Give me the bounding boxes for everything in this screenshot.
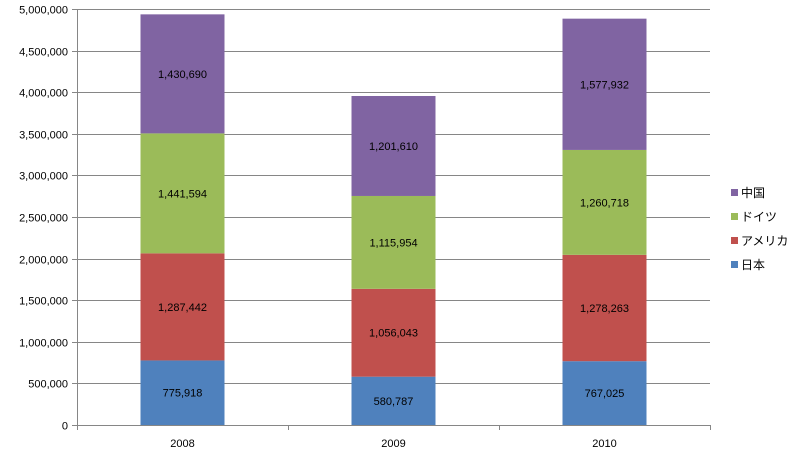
y-tick-label: 1,500,000 <box>19 296 68 308</box>
legend-swatch <box>731 261 738 268</box>
data-label: 580,787 <box>374 396 414 408</box>
legend-label: 中国 <box>741 185 765 200</box>
data-label: 1,287,442 <box>158 302 207 314</box>
bar-segment <box>351 288 436 377</box>
bar-segment <box>140 253 225 361</box>
y-tick-label: 500,000 <box>28 379 68 391</box>
data-label: 1,056,043 <box>369 328 418 340</box>
data-label: 767,025 <box>585 388 625 400</box>
bars <box>140 14 647 425</box>
data-label: 1,441,594 <box>158 188 207 200</box>
bar-segment <box>140 133 225 254</box>
y-tick-label: 5,000,000 <box>19 5 68 17</box>
legend-label: 日本 <box>741 258 765 272</box>
x-tick-label: 2009 <box>381 438 405 450</box>
legend-label: アメリカ <box>741 234 788 248</box>
axes: 0 500,000 1,000,000 1,500,000 2,000,000 2,500… <box>19 5 711 450</box>
y-tick-label: 3,000,000 <box>19 171 68 183</box>
legend-label: ドイツ <box>741 210 777 224</box>
y-tick-label: 3,500,000 <box>19 130 68 142</box>
y-tick-label: 0 <box>62 421 68 433</box>
bar-segment <box>562 18 647 150</box>
y-tick-label: 4,500,000 <box>19 47 68 59</box>
y-tick-label: 2,000,000 <box>19 255 68 267</box>
x-tick-label: 2010 <box>592 438 616 450</box>
legend-swatch <box>731 189 738 196</box>
bar-segment <box>351 195 436 289</box>
data-label: 775,918 <box>163 388 203 400</box>
legend-swatch <box>731 213 738 220</box>
bar-segment <box>562 149 647 255</box>
bar-segment <box>562 254 647 362</box>
bar-segment <box>140 14 225 134</box>
x-tick-label: 2008 <box>170 438 194 450</box>
data-labels: 775,918 1,287,442 1,441,594 1,430,690 580,78… <box>158 69 629 408</box>
data-label: 1,201,610 <box>369 141 418 153</box>
data-label: 1,577,932 <box>580 79 629 91</box>
y-tick-label: 2,500,000 <box>19 213 68 225</box>
data-label: 1,115,954 <box>369 237 417 249</box>
bar-segment <box>562 361 647 425</box>
y-tick-label: 4,000,000 <box>19 88 68 100</box>
bar-segment <box>351 95 436 196</box>
bar-segment <box>140 360 225 425</box>
y-tick-label: 1,000,000 <box>19 338 68 350</box>
data-label: 1,260,718 <box>580 197 629 209</box>
data-label: 1,278,263 <box>580 303 629 315</box>
data-label: 1,430,690 <box>158 69 207 81</box>
legend-swatch <box>731 237 738 244</box>
bar-segment <box>351 376 436 425</box>
